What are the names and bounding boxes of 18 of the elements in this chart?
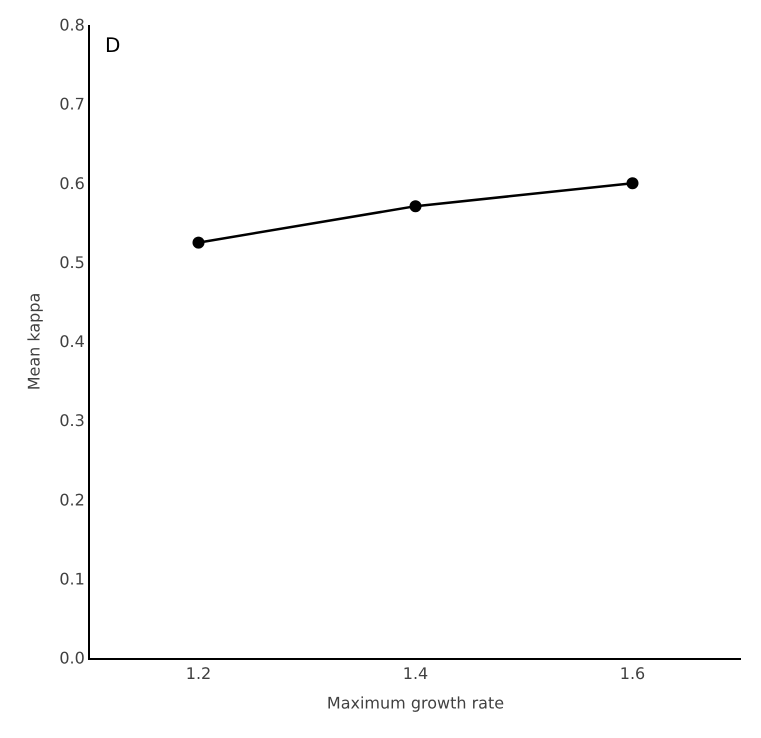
y-tick-label: 0.8	[59, 16, 85, 35]
y-axis-title: Mean kappa	[24, 292, 44, 390]
x-axis-title: Maximum growth rate	[326, 693, 504, 712]
x-tick-label: 1.4	[402, 664, 428, 684]
y-tick-label: 0.1	[59, 569, 85, 588]
y-tick-label: 0.5	[59, 252, 85, 272]
y-tick-label: 0.7	[59, 94, 85, 114]
annotation: D	[105, 33, 120, 57]
x-tick-label: 1.6	[620, 664, 646, 684]
y-tick-label: 0.4	[59, 332, 85, 352]
x-tick-label: 1.2	[186, 664, 212, 684]
point	[626, 177, 638, 190]
point	[192, 236, 204, 249]
y-tick-label: 0.6	[59, 174, 85, 193]
point	[410, 200, 422, 212]
y-tick-label: 0.3	[59, 411, 85, 430]
y-tick-label: 0.0	[59, 648, 85, 668]
y-tick-label: 0.2	[59, 490, 85, 510]
